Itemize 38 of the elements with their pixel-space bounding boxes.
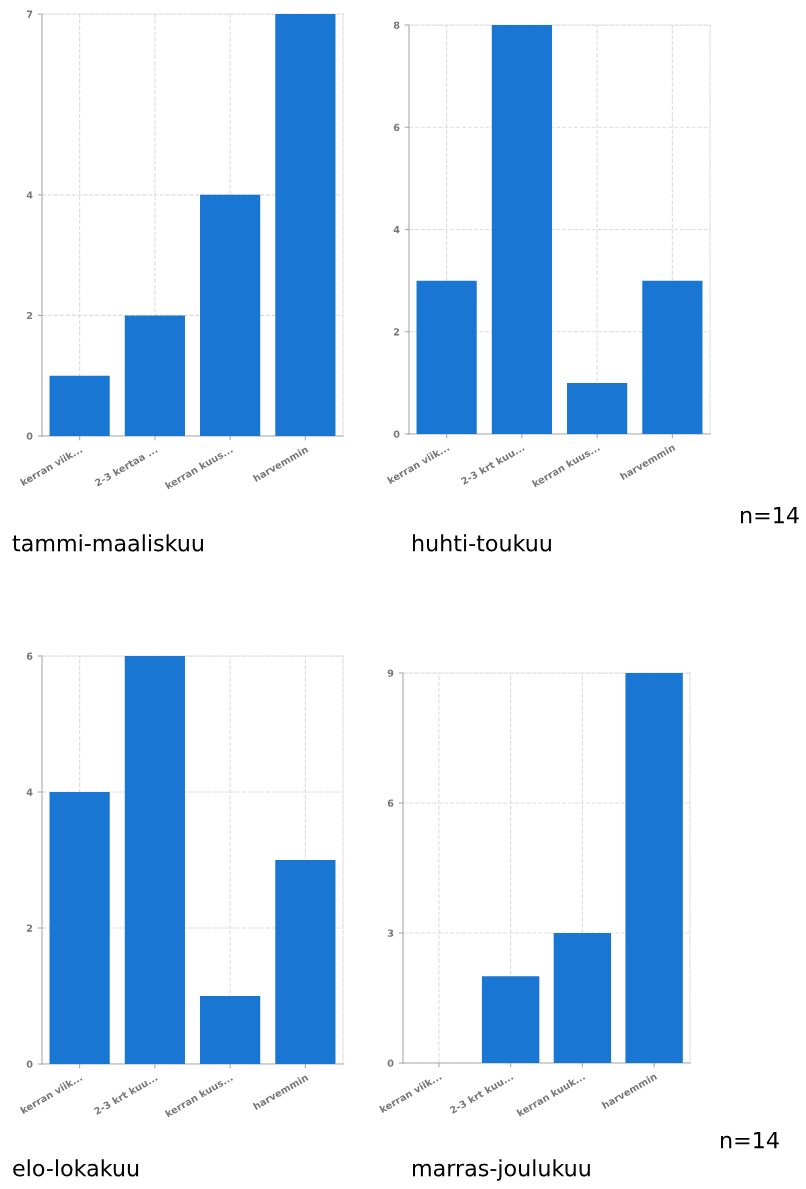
y-tick-label: 6 bbox=[387, 799, 394, 807]
bar bbox=[275, 860, 336, 1064]
text: huhti-toukuu bbox=[413, 534, 551, 552]
bar bbox=[567, 382, 628, 434]
bar bbox=[200, 996, 261, 1064]
y-tick-label: 0 bbox=[387, 1059, 394, 1067]
bar bbox=[491, 25, 552, 434]
bar bbox=[642, 280, 703, 434]
y-tick-label: 8 bbox=[393, 21, 400, 29]
y-tick-label: 6 bbox=[26, 652, 33, 660]
text: tammi-maaliskuu bbox=[12, 534, 203, 552]
bar bbox=[625, 673, 683, 1063]
y-tick-label: 0 bbox=[26, 432, 33, 440]
bar bbox=[49, 792, 110, 1064]
bar bbox=[481, 976, 540, 1063]
bar bbox=[553, 933, 612, 1063]
y-tick-label: 0 bbox=[393, 430, 400, 438]
bar bbox=[200, 194, 261, 436]
bar bbox=[124, 656, 185, 1064]
y-tick-label: 2 bbox=[26, 924, 33, 932]
y-tick-label: 2 bbox=[393, 328, 400, 336]
y-tick-label: 4 bbox=[393, 226, 400, 234]
bar bbox=[275, 14, 336, 436]
y-tick-label: 9 bbox=[387, 669, 394, 677]
y-tick-label: 6 bbox=[393, 123, 400, 132]
y-tick-label: 2 bbox=[26, 311, 33, 320]
bar bbox=[49, 375, 110, 436]
text: n=14 bbox=[741, 506, 799, 524]
text: n=14 bbox=[721, 1131, 779, 1149]
y-tick-label: 4 bbox=[26, 788, 33, 796]
bar bbox=[124, 315, 185, 436]
y-tick-label: 0 bbox=[26, 1060, 33, 1068]
y-tick-label: 7 bbox=[26, 10, 33, 18]
y-tick-label: 3 bbox=[387, 929, 394, 937]
text: elo-lokakuu bbox=[13, 1159, 139, 1177]
text: marras-joulukuu bbox=[413, 1159, 590, 1181]
bar bbox=[416, 280, 477, 434]
y-tick-label: 4 bbox=[26, 191, 33, 199]
